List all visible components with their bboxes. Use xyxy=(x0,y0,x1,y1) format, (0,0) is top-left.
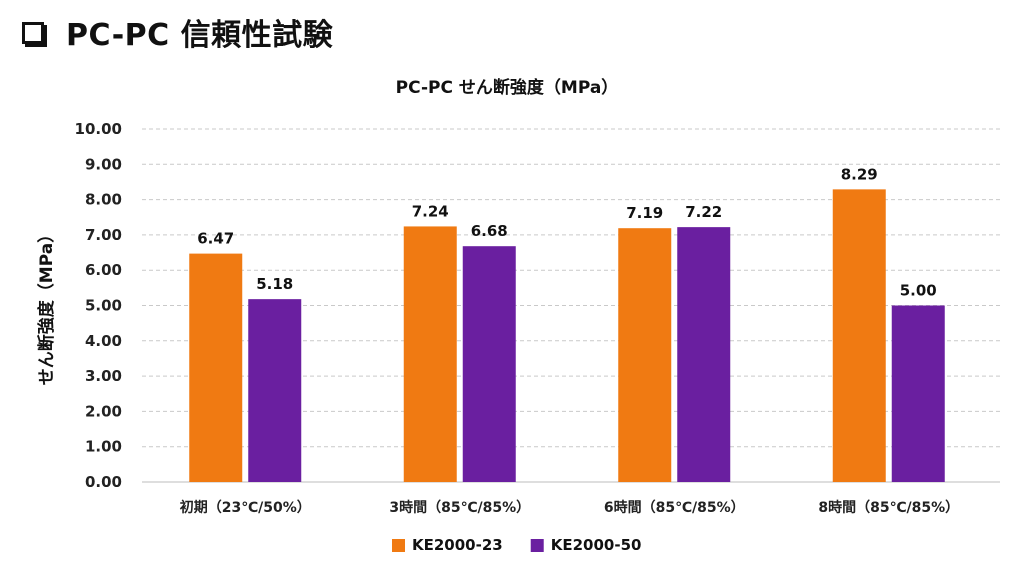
checkbox-square-icon xyxy=(22,22,44,44)
bar-ke2000-23 xyxy=(618,228,672,482)
bar-ke2000-23 xyxy=(832,189,886,482)
data-label: 7.19 xyxy=(626,204,663,222)
data-label: 6.68 xyxy=(471,222,508,240)
y-tick-label: 2.00 xyxy=(85,402,122,420)
y-tick-label: 7.00 xyxy=(85,226,122,244)
y-tick-label: 0.00 xyxy=(85,473,122,491)
legend-swatch xyxy=(530,539,544,552)
y-tick-label: 4.00 xyxy=(85,332,122,350)
data-label: 8.29 xyxy=(841,165,878,183)
data-label: 5.00 xyxy=(900,282,937,300)
page-title-group: PC-PC 信頼性試験 xyxy=(22,8,333,56)
x-category-label: 初期（23℃/50%） xyxy=(180,499,311,516)
bar-ke2000-23 xyxy=(189,253,243,482)
legend-label: KE2000-50 xyxy=(551,536,642,554)
page-title: PC-PC 信頼性試験 xyxy=(66,18,334,53)
bar-ke2000-50 xyxy=(462,246,516,482)
x-category-label: 3時間（85℃/85%） xyxy=(389,499,530,516)
bar-ke2000-23 xyxy=(403,226,457,482)
y-tick-label: 1.00 xyxy=(85,438,122,456)
legend-swatch xyxy=(392,539,405,552)
y-tick-label: 10.00 xyxy=(75,120,122,138)
data-label: 6.47 xyxy=(197,230,234,248)
x-category-label: 8時間（85℃/85%） xyxy=(818,499,959,516)
bar-ke2000-50 xyxy=(677,227,731,482)
y-tick-label: 8.00 xyxy=(85,191,122,209)
y-tick-label: 5.00 xyxy=(85,297,122,315)
data-label: 7.22 xyxy=(685,203,722,221)
y-axis-title: せん断強度（MPa） xyxy=(36,226,57,385)
y-tick-label: 6.00 xyxy=(85,261,122,279)
chart-title: PC-PC せん断強度（MPa） xyxy=(396,77,619,98)
data-label: 7.24 xyxy=(412,202,449,220)
bar-ke2000-50 xyxy=(891,305,945,482)
y-tick-label: 9.00 xyxy=(85,155,122,173)
y-tick-label: 3.00 xyxy=(85,367,122,385)
x-category-label: 6時間（85℃/85%） xyxy=(604,499,745,516)
bar-ke2000-50 xyxy=(248,299,302,482)
legend-label: KE2000-23 xyxy=(412,536,503,554)
data-label: 5.18 xyxy=(256,275,293,293)
